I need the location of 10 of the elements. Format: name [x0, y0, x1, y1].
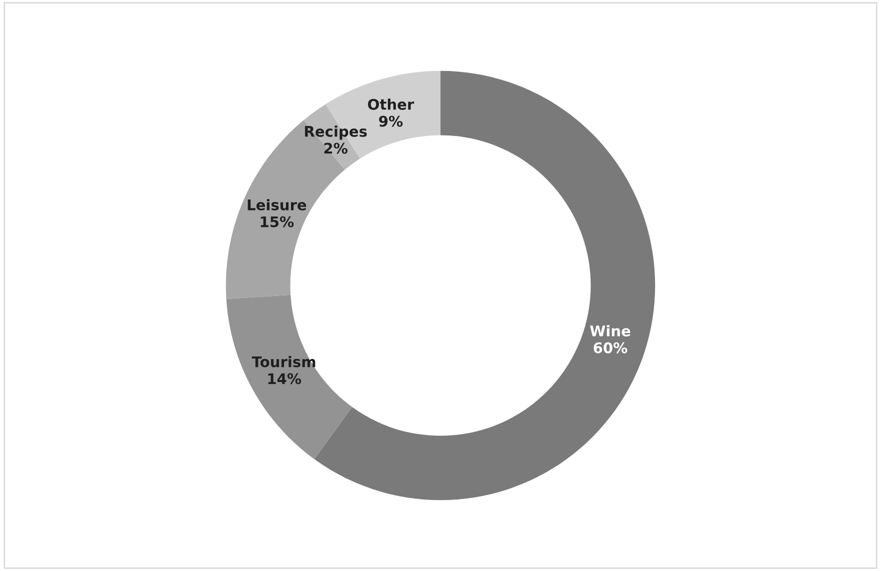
data-label: 15% [260, 216, 294, 228]
data-label: 9% [379, 116, 403, 127]
slice-label: Recipes [305, 126, 367, 140]
slice-label: Other [368, 98, 414, 110]
slice-label: Wine [590, 325, 630, 336]
data-label: 60% [594, 342, 628, 354]
data-label: 14% [268, 373, 302, 384]
donut-slice [226, 294, 352, 460]
data-label: 2% [324, 142, 348, 154]
slice-label: Leisure [248, 199, 306, 210]
